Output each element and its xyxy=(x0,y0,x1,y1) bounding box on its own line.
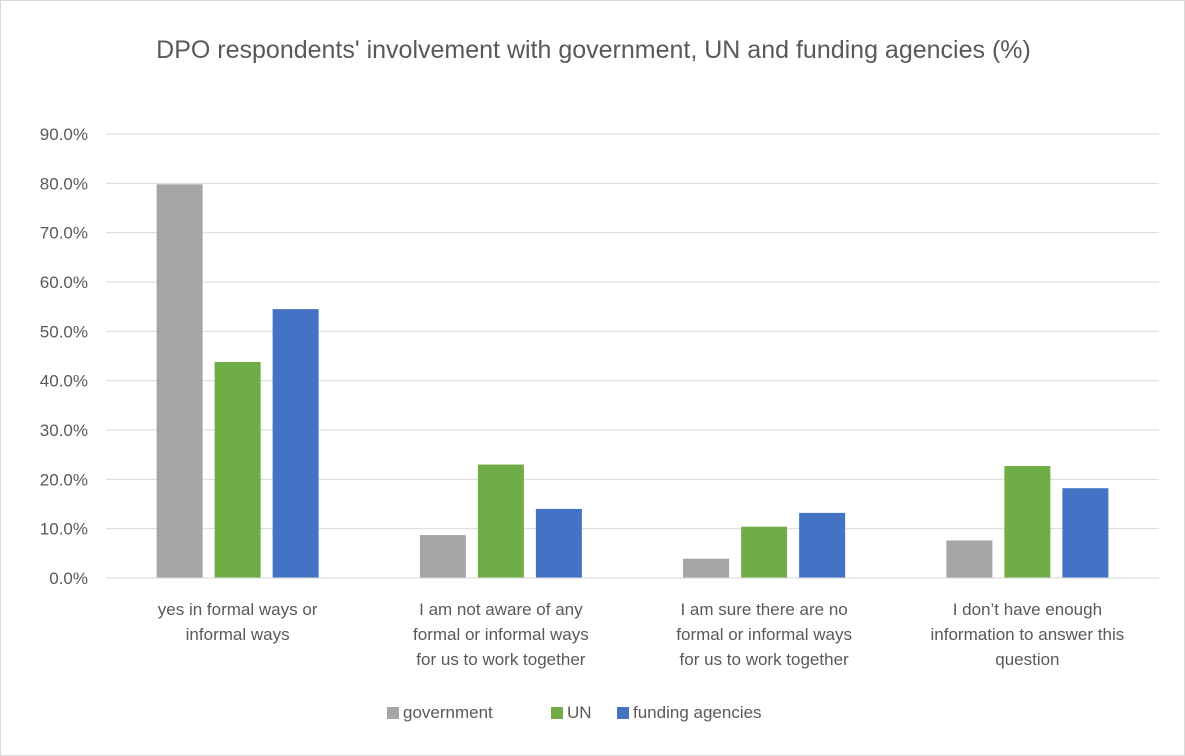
legend-label: funding agencies xyxy=(633,703,762,722)
chart-title: DPO respondents' involvement with govern… xyxy=(156,36,1031,64)
category-label: information to answer this xyxy=(931,625,1125,644)
legend-swatch xyxy=(617,707,629,719)
y-tick-label: 20.0% xyxy=(40,470,88,489)
legend: government UN funding agencies xyxy=(387,703,762,722)
y-tick-label: 10.0% xyxy=(40,520,88,539)
category-label: for us to work together xyxy=(416,650,585,669)
bar-un xyxy=(1004,466,1051,578)
bar-government xyxy=(156,184,203,578)
y-tick-label: 70.0% xyxy=(40,224,88,243)
legend-label: government xyxy=(403,703,493,722)
category-label: I don’t have enough xyxy=(953,600,1102,619)
y-tick-label: 90.0% xyxy=(40,125,88,144)
y-tick-label: 0.0% xyxy=(49,569,88,588)
category-label: informal ways xyxy=(186,625,290,644)
bar-un xyxy=(477,464,524,578)
bar-government xyxy=(683,558,730,578)
bar-government xyxy=(946,540,993,578)
bar-un xyxy=(741,526,788,578)
category-label: yes in formal ways or xyxy=(158,600,318,619)
y-tick-label: 60.0% xyxy=(40,273,88,292)
y-axis-ticks: 0.0% 10.0% 20.0% 30.0% 40.0% 50.0% 60.0% 70.0% 8… xyxy=(40,125,88,588)
bar-government xyxy=(419,535,466,578)
bar-funding-agencies xyxy=(272,309,319,578)
bar-funding-agencies xyxy=(1062,488,1109,578)
category-label: formal or informal ways xyxy=(413,625,589,644)
category-label: formal or informal ways xyxy=(676,625,852,644)
category-label: I am sure there are no xyxy=(680,600,847,619)
y-tick-label: 80.0% xyxy=(40,174,88,193)
category-labels: yes in formal ways or informal ways I am n… xyxy=(158,600,1124,669)
legend-swatch xyxy=(387,707,399,719)
y-tick-label: 30.0% xyxy=(40,421,88,440)
legend-label: UN xyxy=(567,703,592,722)
category-label: I am not aware of any xyxy=(419,600,583,619)
bar-funding-agencies xyxy=(799,512,846,578)
category-label: for us to work together xyxy=(680,650,849,669)
category-label: question xyxy=(995,650,1059,669)
bar-un xyxy=(214,361,261,578)
legend-swatch xyxy=(551,707,563,719)
bar-funding-agencies xyxy=(535,508,582,578)
gridlines xyxy=(106,133,1159,530)
bars xyxy=(156,184,1109,578)
y-tick-label: 40.0% xyxy=(40,372,88,391)
y-tick-label: 50.0% xyxy=(40,322,88,341)
